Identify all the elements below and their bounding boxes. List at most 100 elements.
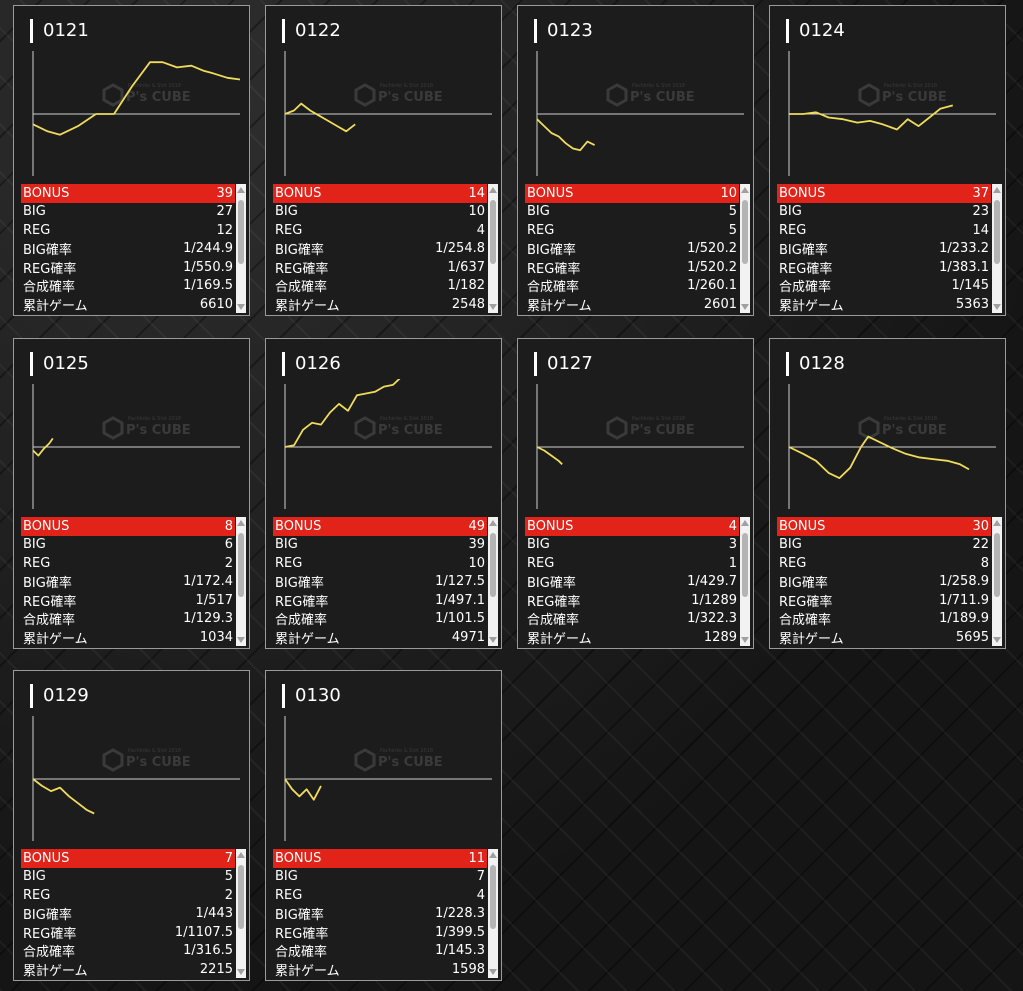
reg-rate-row-value: 1/383.1 [939, 259, 989, 275]
slump-line [32, 61, 241, 136]
scroll-up-arrow-icon[interactable] [488, 184, 498, 196]
scroll-down-arrow-icon[interactable] [740, 634, 750, 646]
scroll-up-arrow-icon[interactable] [236, 517, 246, 529]
reg-rate-row-value: 1/711.9 [939, 592, 989, 608]
bonus-row-label: BONUS [527, 185, 574, 201]
slump-graph: Pachinko & Slot 2018 P's CUBE [778, 46, 999, 181]
big-rate-row-label: BIG確率 [23, 243, 72, 259]
combined-rate-row-value: 1/316.5 [183, 943, 233, 959]
stats-scrollbar[interactable] [992, 517, 1002, 646]
scroll-down-arrow-icon[interactable] [740, 301, 750, 313]
big-rate-row: BIG確率 1/172.4 [21, 573, 235, 591]
stats-scrollbar[interactable] [236, 184, 246, 313]
bonus-row: BONUS 11 [273, 849, 487, 868]
scroll-thumb[interactable] [490, 865, 496, 929]
slump-graph: Pachinko & Slot 2018 P's CUBE [274, 46, 495, 181]
scroll-down-arrow-icon[interactable] [236, 301, 246, 313]
reg-row: REG 8 [777, 554, 991, 573]
bonus-row-label: BONUS [527, 518, 574, 534]
machine-card[interactable]: 0127 Pachinko & Slot 2018 P's CUBE BONUS 4 BI… [517, 338, 754, 649]
stats-scrollbar[interactable] [992, 184, 1002, 313]
scroll-down-arrow-icon[interactable] [992, 634, 1002, 646]
combined-rate-row-label: 合成確率 [527, 280, 580, 296]
scroll-down-arrow-icon[interactable] [488, 634, 498, 646]
bonus-row-label: BONUS [275, 518, 322, 534]
total-games-row-value: 1598 [451, 961, 485, 977]
stats-scrollbar[interactable] [740, 517, 750, 646]
machine-number: 0126 [282, 352, 341, 376]
machine-card[interactable]: 0122 Pachinko & Slot 2018 P's CUBE BONUS 14 B… [265, 5, 502, 316]
big-rate-row-label: BIG確率 [527, 576, 576, 592]
scroll-thumb[interactable] [994, 533, 1000, 597]
scroll-thumb[interactable] [490, 200, 496, 264]
scroll-up-arrow-icon[interactable] [992, 184, 1002, 196]
watermark-title: P's CUBE [882, 423, 947, 438]
reg-row-value: 12 [216, 222, 233, 238]
scroll-down-arrow-icon[interactable] [488, 301, 498, 313]
reg-row-value: 5 [728, 222, 737, 238]
scroll-down-arrow-icon[interactable] [236, 966, 246, 978]
machine-card[interactable]: 0126 Pachinko & Slot 2018 P's CUBE BONUS 49 B… [265, 338, 502, 649]
big-rate-row-label: BIG確率 [779, 243, 828, 259]
scroll-thumb[interactable] [238, 865, 244, 929]
machine-card[interactable]: 0129 Pachinko & Slot 2018 P's CUBE BONUS 7 BI… [13, 670, 250, 981]
scroll-thumb[interactable] [238, 200, 244, 264]
machine-card[interactable]: 0128 Pachinko & Slot 2018 P's CUBE BONUS 30 B… [769, 338, 1006, 649]
machine-card[interactable]: 0125 Pachinko & Slot 2018 P's CUBE BONUS 8 BI… [13, 338, 250, 649]
scroll-up-arrow-icon[interactable] [488, 517, 498, 529]
combined-rate-row-value: 1/145 [951, 278, 989, 294]
stats-scrollbar[interactable] [488, 517, 498, 646]
reg-rate-row-label: REG確率 [779, 594, 833, 610]
scroll-up-arrow-icon[interactable] [488, 849, 498, 861]
scroll-up-arrow-icon[interactable] [740, 184, 750, 196]
scroll-thumb[interactable] [238, 533, 244, 597]
bonus-row-value: 39 [216, 185, 233, 201]
machine-card[interactable]: 0121 Pachinko & Slot 2018 P's CUBE BONUS 39 B… [13, 5, 250, 316]
scroll-up-arrow-icon[interactable] [992, 517, 1002, 529]
scroll-up-arrow-icon[interactable] [740, 517, 750, 529]
stats-table: BONUS 10 BIG 5 REG 5 BIG確率 1/520.2 REG確率 1/520.2 合… [525, 184, 739, 314]
reg-rate-row-value: 1/1107.5 [174, 924, 233, 940]
stats-scrollbar[interactable] [740, 184, 750, 313]
big-row-label: BIG [527, 537, 550, 553]
watermark-subtitle: Pachinko & Slot 2018 [380, 83, 433, 89]
total-games-row-value: 1289 [703, 629, 737, 645]
scroll-down-arrow-icon[interactable] [992, 301, 1002, 313]
combined-rate-row: 合成確率 1/129.3 [21, 610, 235, 628]
stats-scrollbar[interactable] [236, 849, 246, 978]
reg-rate-row: REG確率 1/520.2 [525, 258, 739, 277]
scroll-thumb[interactable] [742, 200, 748, 264]
big-rate-row: BIG確率 1/429.7 [525, 573, 739, 592]
scroll-down-arrow-icon[interactable] [236, 634, 246, 646]
scroll-thumb[interactable] [490, 533, 496, 597]
stats-table: BONUS 4 BIG 3 REG 1 BIG確率 1/429.7 REG確率 1/1289 合成確… [525, 517, 739, 647]
slump-line [284, 102, 356, 133]
total-games-row-value: 2548 [451, 296, 485, 312]
cube-logo-icon [354, 416, 376, 440]
scroll-up-arrow-icon[interactable] [236, 849, 246, 861]
scroll-thumb[interactable] [742, 533, 748, 597]
stats-scrollbar[interactable] [488, 184, 498, 313]
scroll-down-arrow-icon[interactable] [488, 966, 498, 978]
machine-card[interactable]: 0130 Pachinko & Slot 2018 P's CUBE BONUS 11 B… [265, 670, 502, 981]
reg-row-label: REG [779, 555, 807, 571]
reg-rate-row: REG確率 1/1107.5 [21, 923, 235, 942]
machine-card[interactable]: 0123 Pachinko & Slot 2018 P's CUBE BONUS 10 B… [517, 5, 754, 316]
reg-rate-row: REG確率 1/637 [273, 258, 487, 277]
total-games-row: 累計ゲーム 1289 [525, 628, 739, 647]
big-rate-row-label: BIG確率 [527, 243, 576, 259]
combined-rate-row: 合成確率 1/316.5 [21, 942, 235, 960]
machine-card[interactable]: 0124 Pachinko & Slot 2018 P's CUBE BONUS 37 B… [769, 5, 1006, 316]
stats-scrollbar[interactable] [236, 517, 246, 646]
bonus-row-label: BONUS [779, 518, 826, 534]
scroll-up-arrow-icon[interactable] [236, 184, 246, 196]
stats-scrollbar[interactable] [488, 849, 498, 978]
big-row-label: BIG [275, 869, 298, 885]
stats-table: BONUS 49 BIG 39 REG 10 BIG確率 1/127.5 REG確率 1/497.… [273, 517, 487, 647]
scroll-thumb[interactable] [994, 200, 1000, 264]
reg-row-label: REG [23, 222, 51, 238]
